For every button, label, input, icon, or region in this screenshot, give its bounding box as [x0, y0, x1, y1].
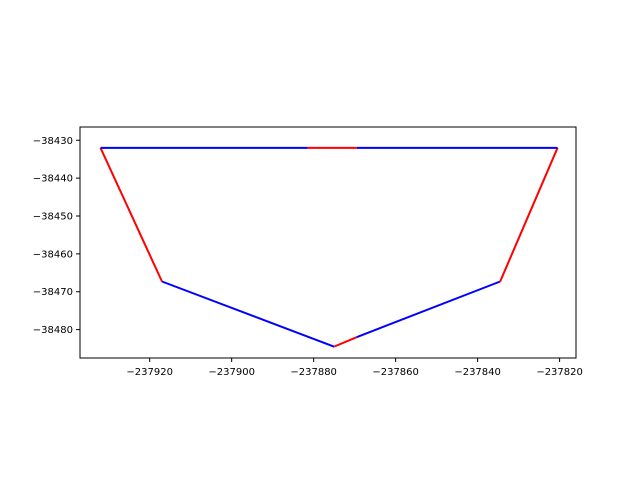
x-tick-label: −237900 — [208, 367, 255, 378]
x-tick-label: −237860 — [372, 367, 419, 378]
x-tick-label: −237840 — [454, 367, 501, 378]
series-segment-3 — [356, 280, 501, 339]
y-axis: −38430 −38440 −38450 −38460 −38470 −38480 — [33, 136, 80, 336]
series-segment-4 — [499, 147, 559, 282]
x-axis: −237920 −237900 −237880 −237860 −237840 −2378… — [126, 358, 583, 378]
y-tick-label: −38450 — [33, 211, 73, 222]
y-tick-label: −38460 — [33, 249, 73, 260]
series-segment-1 — [161, 280, 335, 348]
plot-frame — [79, 126, 577, 359]
x-tick-label: −237820 — [536, 367, 583, 378]
series-segment-2 — [333, 336, 358, 348]
x-tick-label: −237920 — [126, 367, 173, 378]
plot-lines — [99, 146, 559, 348]
y-tick-label: −38440 — [33, 174, 73, 185]
x-tick-label: −237880 — [290, 367, 337, 378]
y-tick-label: −38480 — [33, 325, 73, 336]
y-tick-label: −38430 — [33, 136, 73, 147]
y-tick-label: −38470 — [33, 287, 73, 298]
series-segment-0 — [99, 147, 163, 282]
